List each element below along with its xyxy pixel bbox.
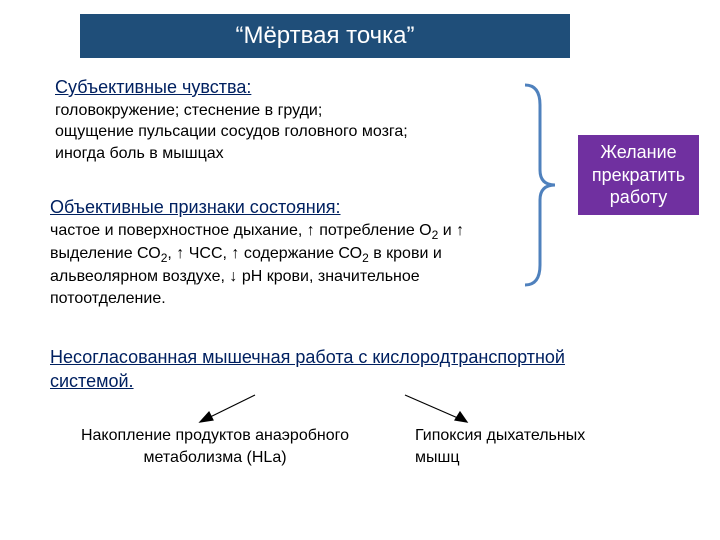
curly-brace-icon: [510, 80, 570, 290]
subjective-heading: Субъективные чувства:: [55, 77, 251, 97]
objective-heading: Объективные признаки состояния:: [50, 197, 341, 217]
leaf-right: Гипоксия дыхательных мышц: [415, 425, 615, 468]
mismatch-heading: Несогласованная мышечная работа с кислор…: [50, 345, 650, 394]
subjective-line3: иногда боль в мышцах: [55, 145, 224, 162]
objective-body: частое и поверхностное дыхание, ↑ потреб…: [50, 222, 464, 307]
subjective-line1: головокружение; стеснение в груди;: [55, 102, 322, 119]
arrow-right-icon: [395, 390, 485, 430]
desire-text: Желание прекратить работу: [578, 141, 699, 209]
subjective-block: Субъективные чувства: головокружение; ст…: [55, 75, 460, 164]
subjective-line2: ощущение пульсации сосудов головного моз…: [55, 123, 408, 140]
objective-block: Объективные признаки состояния: частое и…: [50, 195, 488, 310]
desire-box: Желание прекратить работу: [578, 135, 699, 215]
arrow-left-icon: [185, 390, 265, 430]
slide-title: “Мёртвая точка”: [80, 14, 570, 58]
leaf-left: Накопление продуктов анаэробного метабол…: [80, 425, 350, 468]
